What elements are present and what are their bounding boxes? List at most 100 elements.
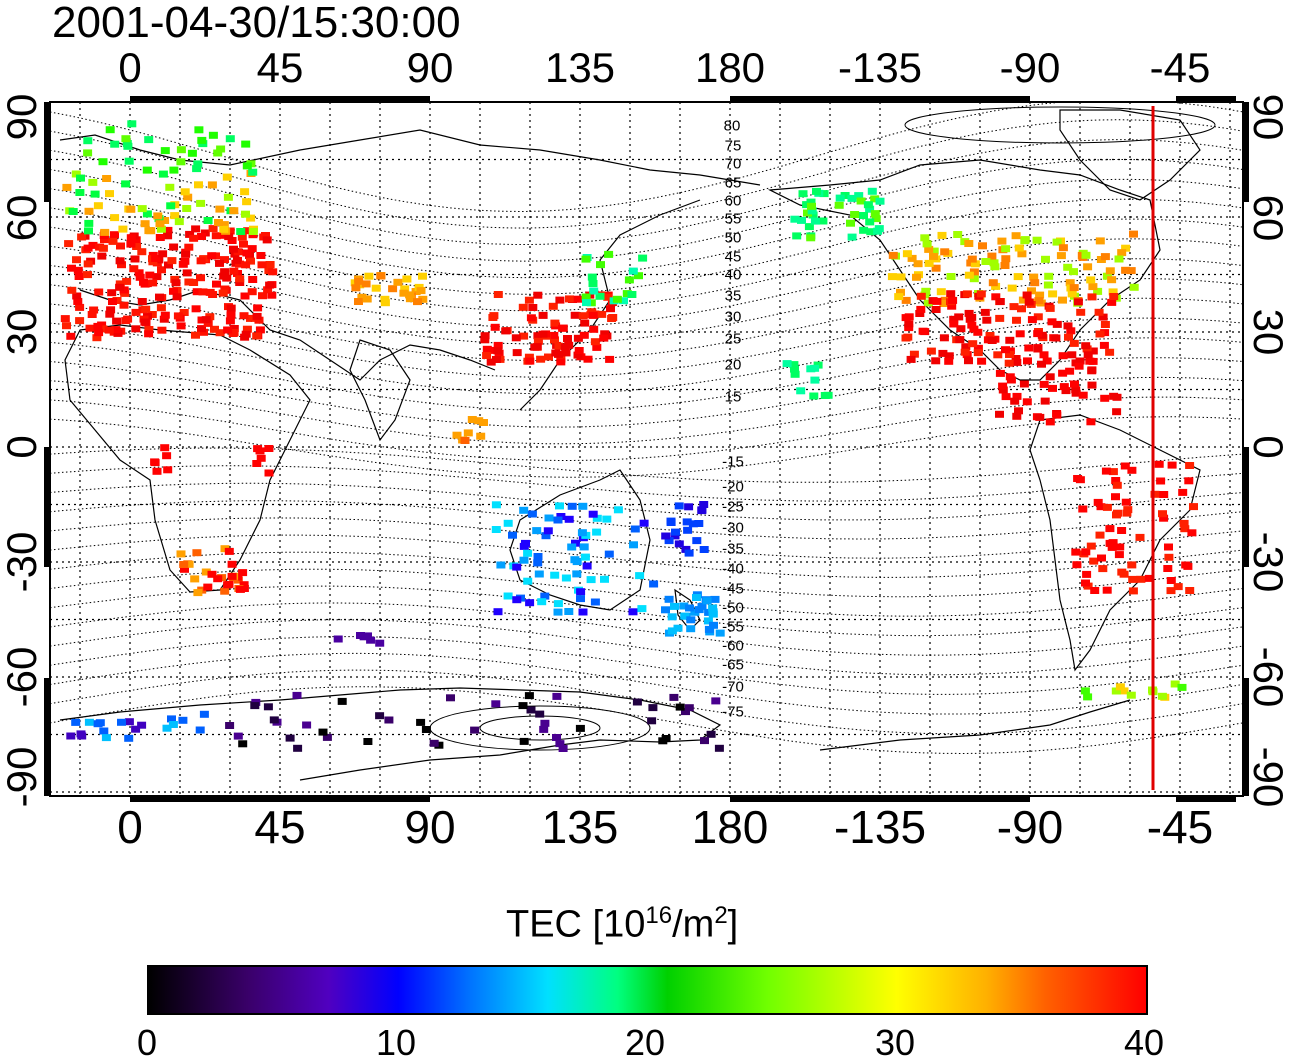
tec-pixel (1159, 514, 1169, 522)
tec-pixel (667, 627, 677, 635)
tec-pixel (579, 331, 589, 339)
tec-pixel (194, 181, 203, 189)
tec-pixel (809, 392, 819, 400)
tec-pixel (1081, 251, 1091, 259)
tec-pixel (113, 329, 123, 337)
tec-pixel (99, 727, 109, 735)
contour-line (50, 585, 1243, 637)
tec-pixel (241, 140, 251, 148)
bottom-longitude-tick: -45 (1146, 801, 1214, 853)
tec-pixel (180, 565, 189, 573)
tec-pixel (115, 283, 125, 291)
tec-pixel (1010, 397, 1020, 405)
tec-pixel (229, 245, 238, 253)
tec-pixel (807, 202, 816, 210)
tec-pixel (227, 560, 237, 568)
tec-pixel (1048, 384, 1057, 392)
tec-pixel (865, 205, 875, 213)
tec-pixel (1164, 543, 1173, 551)
colorbar-tick-label: 10 (375, 1022, 417, 1063)
tec-pixel (491, 700, 501, 708)
tec-pixel (1088, 283, 1098, 291)
tec-pixel (937, 231, 947, 239)
tec-pixel (235, 275, 245, 283)
tec-pixel (949, 320, 959, 328)
tec-pixel (1042, 357, 1052, 365)
tec-pixel (533, 337, 543, 345)
tec-pixel (236, 228, 246, 235)
tec-pixel (969, 275, 979, 283)
tec-pixel (416, 718, 426, 726)
tec-pixel (241, 210, 250, 218)
tec-pixel (792, 232, 802, 240)
tec-pixel (1093, 498, 1103, 506)
tec-pixel (163, 226, 173, 234)
tec-pixel (214, 219, 223, 226)
tec-pixel (988, 279, 998, 287)
tec-pixel (916, 305, 926, 313)
tec-pixel (606, 305, 615, 313)
tec-pixel (847, 194, 857, 202)
tec-pixel (155, 220, 165, 228)
tec-pixel (366, 636, 376, 644)
tec-pixel (939, 300, 949, 307)
tec-pixel (810, 364, 820, 372)
top-longitude-tick: -90 (999, 44, 1061, 91)
tec-pixel (501, 327, 511, 335)
tec-pixel (75, 189, 85, 196)
tec-pixel (224, 233, 234, 241)
tec-pixel (589, 287, 599, 295)
tec-pixel (588, 510, 598, 518)
tec-pixel (648, 704, 658, 712)
top-longitude-tick: -45 (1149, 44, 1211, 91)
tec-pixel (1127, 466, 1137, 474)
tec-pixel (1011, 232, 1021, 240)
tec-pixel (670, 532, 680, 540)
tec-pixel (605, 355, 615, 363)
coastline-australia (509, 469, 651, 611)
contour-label: 55 (724, 210, 742, 228)
tec-pixel (94, 288, 104, 296)
tec-pixel (1000, 262, 1010, 269)
contour-line (50, 465, 1243, 502)
tec-pixel (97, 252, 107, 260)
contour-line (50, 376, 1243, 445)
tec-pixel (147, 311, 157, 318)
tec-pixel (936, 288, 946, 296)
tec-pixel (1001, 245, 1011, 253)
tec-pixel (158, 170, 168, 178)
tec-pixel (1015, 330, 1025, 338)
tec-pixel (998, 382, 1008, 390)
tec-pixel (72, 256, 81, 264)
contour-label: 75 (724, 137, 742, 155)
tec-pixel (1100, 321, 1110, 328)
tec-pixel (160, 444, 170, 452)
tec-pixel (572, 558, 582, 566)
tec-pixel (946, 273, 956, 280)
tec-pixel (496, 561, 506, 569)
tec-pixel (83, 137, 93, 145)
tec-pixel (806, 198, 816, 206)
tec-pixel (66, 332, 76, 340)
tec-pixel (411, 288, 421, 295)
tec-pixel (62, 183, 72, 191)
tec-pixel (973, 344, 983, 352)
tec-pixel (239, 581, 249, 589)
tec-pixel (1070, 380, 1079, 388)
left-latitude-tick: 90 (0, 93, 45, 141)
tec-pixel (978, 242, 987, 250)
tec-pixel (470, 726, 480, 734)
tec-pixel (1108, 468, 1118, 476)
tec-pixel (405, 295, 415, 303)
contour-label: 15 (724, 388, 742, 406)
tec-pixel (388, 285, 398, 293)
tec-pixel (1014, 244, 1024, 252)
tec-pixel (262, 236, 272, 244)
tec-pixel (1071, 389, 1081, 397)
map-frame (49, 101, 1244, 797)
tec-pixel (201, 568, 211, 576)
right-latitude-tick: -90 (1245, 746, 1292, 808)
tec-pixel (77, 233, 87, 241)
tec-pixel (572, 570, 582, 578)
tec-pixel (144, 136, 154, 144)
